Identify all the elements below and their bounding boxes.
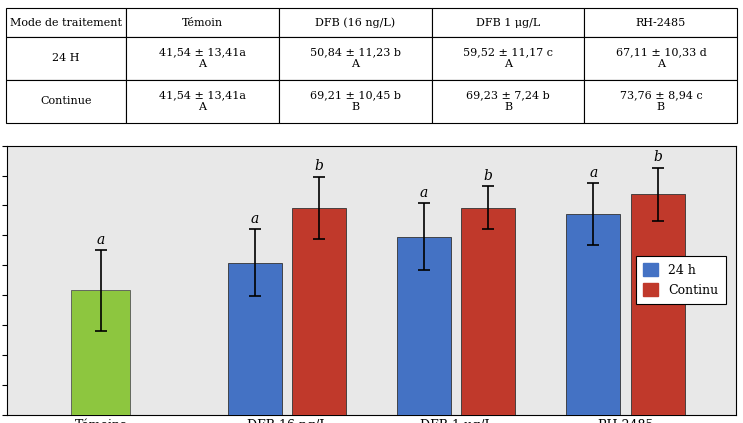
Text: a: a (97, 233, 105, 247)
Text: b: b (314, 159, 323, 173)
Bar (566, 214, 620, 415)
Legend: 24 h, Continu: 24 h, Continu (635, 256, 726, 305)
Bar (227, 263, 282, 415)
Bar (397, 237, 451, 415)
Text: a: a (250, 212, 259, 225)
Text: a: a (589, 166, 597, 180)
Bar (292, 208, 346, 415)
Bar (631, 194, 685, 415)
Text: b: b (653, 150, 662, 164)
Bar (461, 208, 516, 415)
Text: b: b (484, 168, 493, 183)
Text: a: a (420, 186, 428, 200)
Bar (71, 291, 130, 415)
